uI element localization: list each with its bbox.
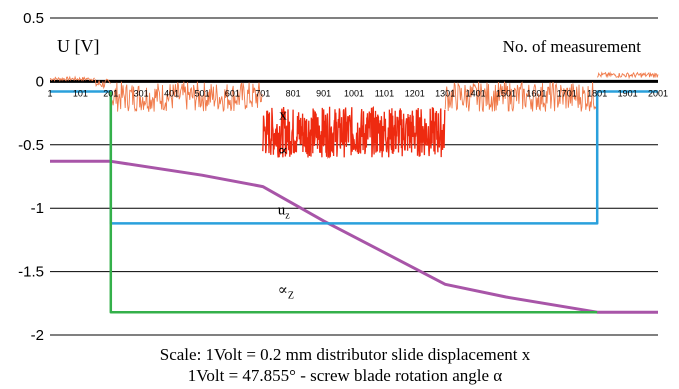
grid-lines [50,17,658,336]
annotation-alpha-z: ∝Z [278,282,294,301]
y-tick-label: 0 [36,73,44,90]
y-tick-label: -1 [31,200,44,217]
caption-line-1: Scale: 1Volt = 0.2 mm distributor slide … [160,345,531,364]
x-tick-label: 1601 [526,88,546,98]
y-axis-label: U [V] [57,36,100,56]
series-x-line [444,81,598,112]
x-tick-label: 601 [225,88,240,98]
series-annotations: x ∝ uz ∝Z [278,107,294,301]
annotation-x: x [279,107,287,123]
x-tick-label: 501 [194,88,209,98]
x-tick-label: 1101 [375,88,394,98]
series-alpha-line [50,159,658,314]
x-tick-label: 1201 [405,88,425,98]
y-tick-label: -2 [31,327,44,344]
x-tick-labels: 1 101 201 301 401 501 601 701 801 901 1001 1101 1201… [47,88,668,98]
x-tick-label: 101 [73,88,88,98]
x-tick-label: 201 [103,88,118,98]
x-tick-label: 1401 [466,88,486,98]
x-axis-label: No. of measurement [503,37,642,56]
series-x-line [110,81,263,113]
y-tick-label: -1.5 [18,264,44,281]
series-alpha-z-line [109,91,598,314]
series-x-line [94,78,111,90]
x-tick-label: 801 [286,88,301,98]
series-lines [49,71,659,314]
x-tick-label: 901 [316,88,331,98]
x-tick-label: 1301 [435,88,455,98]
x-tick-label: 301 [134,88,149,98]
y-tick-label: 0.5 [23,10,44,27]
x-tick-label: 1801 [587,88,607,98]
y-tick-labels: 0.5 0 -0.5 -1 -1.5 -2 [18,10,44,344]
x-tick-label: 1001 [344,88,364,98]
annotation-u-z: uz [278,203,291,222]
x-tick-label: 1701 [557,88,577,98]
x-tick-label: 701 [255,88,270,98]
x-tick-label: 1 [47,88,52,98]
series-u-z-line [50,90,658,225]
caption-line-2: 1Volt = 47.855° - screw blade rotation a… [188,366,502,385]
x-tick-label: 2001 [648,88,668,98]
x-tick-label: 1501 [496,88,516,98]
series-x-line [596,71,659,80]
x-tick-label: 401 [164,88,179,98]
series-x-line [262,106,446,159]
y-tick-label: -0.5 [18,137,44,154]
annotation-alpha: ∝ [278,143,288,159]
x-tick-label: 1901 [618,88,638,98]
series-x-line [49,75,95,82]
